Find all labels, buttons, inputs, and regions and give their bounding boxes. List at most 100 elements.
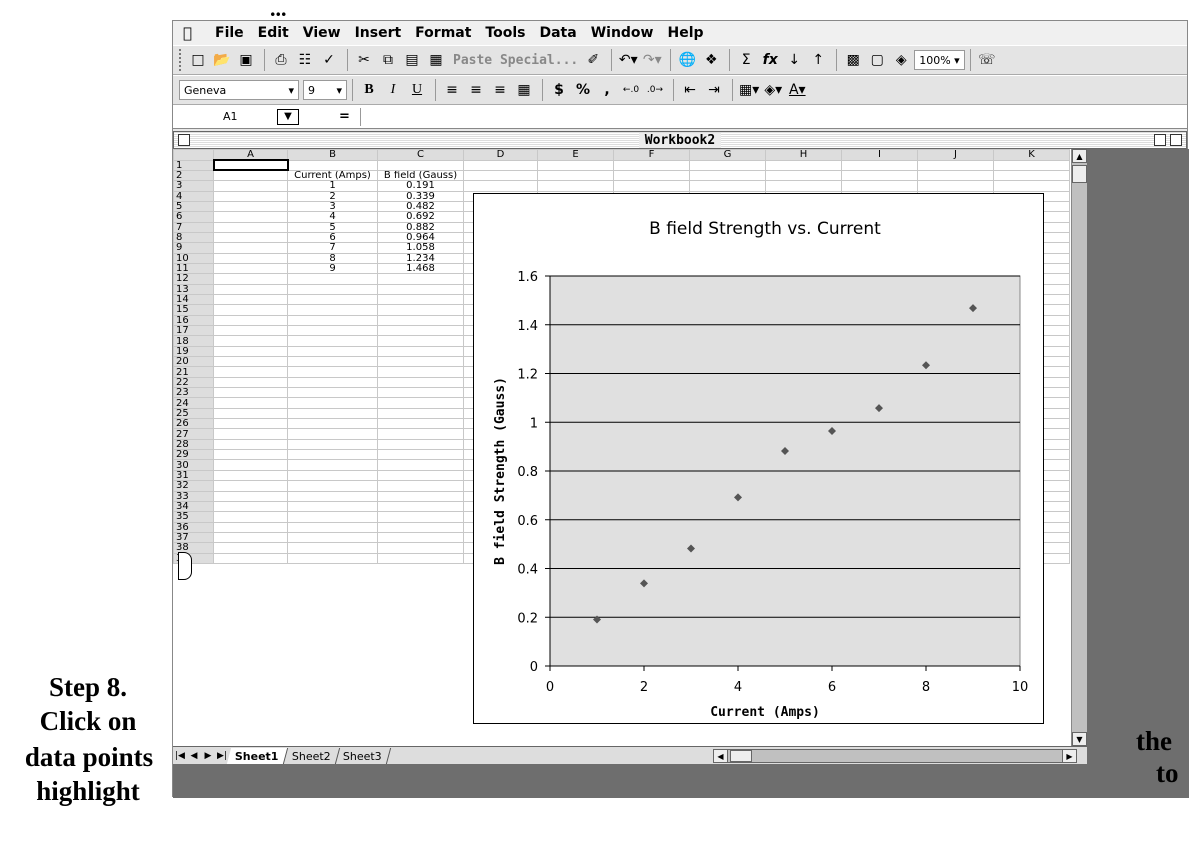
cell[interactable] <box>377 531 464 544</box>
cell[interactable] <box>377 490 464 502</box>
cell[interactable] <box>377 542 464 554</box>
cell[interactable] <box>993 159 1070 171</box>
cell[interactable]: 0.482 <box>377 200 464 213</box>
sort-descending-icon[interactable]: ↑ <box>812 52 825 68</box>
column-header[interactable]: H <box>765 149 842 161</box>
zoom-box-icon[interactable] <box>1154 134 1166 146</box>
row-header[interactable]: 17 <box>173 324 214 337</box>
vertical-scrollbar[interactable]: ▲ ▼ <box>1071 149 1087 746</box>
cell[interactable] <box>841 180 918 192</box>
cell[interactable] <box>377 428 464 440</box>
tab-sheet2[interactable]: Sheet2 <box>283 747 340 764</box>
cell[interactable] <box>377 293 464 306</box>
cell[interactable] <box>213 304 288 316</box>
office-assistant-icon[interactable]: ☏ <box>977 52 996 68</box>
font-size-select[interactable]: 9 ▾ <box>303 80 347 100</box>
cell[interactable]: 0.191 <box>377 180 464 192</box>
tab-sheet3[interactable]: Sheet3 <box>335 747 392 764</box>
row-header[interactable]: 22 <box>173 376 214 389</box>
cell[interactable] <box>287 304 378 316</box>
toolbar-grip[interactable] <box>179 49 183 71</box>
column-header[interactable]: C <box>377 149 464 161</box>
cell[interactable] <box>213 428 288 440</box>
cell[interactable] <box>917 159 994 171</box>
cell[interactable] <box>841 169 918 182</box>
row-header[interactable]: 28 <box>173 438 214 451</box>
menu-tools[interactable]: Tools <box>485 25 526 41</box>
row-header[interactable]: 18 <box>173 335 214 347</box>
cell[interactable] <box>213 490 288 502</box>
cell[interactable] <box>377 345 464 358</box>
cell[interactable] <box>917 180 994 192</box>
cell[interactable] <box>213 345 288 358</box>
cell[interactable] <box>213 211 288 223</box>
cell[interactable] <box>287 500 378 513</box>
cell[interactable] <box>213 407 288 420</box>
hyperlink-icon[interactable]: 🌐 <box>678 52 696 68</box>
scroll-down-icon[interactable]: ▼ <box>1072 732 1087 746</box>
map-icon[interactable]: ◈ <box>895 52 907 68</box>
row-header[interactable]: 3 <box>173 180 214 192</box>
cell[interactable] <box>213 242 288 254</box>
cell[interactable] <box>689 159 766 171</box>
cell[interactable] <box>377 449 464 461</box>
cell[interactable] <box>377 407 464 420</box>
last-sheet-icon[interactable]: ▶| <box>217 750 227 761</box>
resize-handle-icon[interactable] <box>178 552 192 580</box>
row-header[interactable]: 29 <box>173 449 214 461</box>
prev-sheet-icon[interactable]: ◀ <box>190 750 198 761</box>
row-header[interactable]: 14 <box>173 293 214 306</box>
cell[interactable]: 0.882 <box>377 221 464 233</box>
column-header[interactable]: B <box>287 149 378 161</box>
row-header[interactable]: 34 <box>173 500 214 513</box>
row-header[interactable]: 13 <box>173 283 214 295</box>
cell[interactable] <box>613 180 690 192</box>
cell[interactable]: 5 <box>287 221 378 233</box>
sort-ascending-icon[interactable]: ↓ <box>788 52 801 68</box>
cell[interactable] <box>287 324 378 337</box>
cell[interactable] <box>213 480 288 492</box>
cell[interactable] <box>213 356 288 368</box>
cell[interactable] <box>287 159 378 171</box>
align-left-icon[interactable]: ≡ <box>446 82 458 98</box>
cell[interactable] <box>377 376 464 389</box>
cell[interactable] <box>537 169 614 182</box>
cell[interactable] <box>213 190 288 202</box>
cell[interactable]: 7 <box>287 242 378 254</box>
name-box[interactable]: A1 <box>223 110 238 123</box>
cell[interactable] <box>287 293 378 306</box>
underline-button[interactable]: U <box>411 82 423 97</box>
cell[interactable] <box>213 366 288 378</box>
merge-center-icon[interactable]: ▦ <box>517 82 531 98</box>
cell[interactable]: 0.339 <box>377 190 464 202</box>
column-header[interactable]: E <box>537 149 614 161</box>
name-box-dropdown-icon[interactable]: ▼ <box>277 108 299 125</box>
collapse-box-icon[interactable] <box>1170 134 1182 146</box>
cell[interactable] <box>213 438 288 451</box>
workbook-titlebar[interactable]: Workbook2 <box>173 131 1187 149</box>
increase-decimal-icon[interactable]: ←.0 <box>622 85 640 95</box>
row-header[interactable]: 1 <box>173 159 214 171</box>
column-header[interactable]: K <box>993 149 1070 161</box>
row-header[interactable]: 20 <box>173 356 214 368</box>
cell[interactable] <box>213 418 288 430</box>
cell[interactable] <box>287 428 378 440</box>
cell[interactable] <box>287 407 378 420</box>
cell[interactable] <box>287 531 378 544</box>
vertical-scroll-thumb[interactable] <box>1072 165 1087 183</box>
menu-insert[interactable]: Insert <box>354 25 402 41</box>
cell[interactable]: 1 <box>287 180 378 192</box>
cell[interactable]: 2 <box>287 190 378 202</box>
cell[interactable] <box>377 500 464 513</box>
column-header[interactable]: D <box>463 149 538 161</box>
cell[interactable] <box>287 459 378 471</box>
cell[interactable] <box>213 221 288 233</box>
horizontal-scroll-thumb[interactable] <box>730 750 752 762</box>
cell[interactable] <box>213 449 288 461</box>
fill-color-icon[interactable]: ◈▾ <box>764 82 783 98</box>
menu-format[interactable]: Format <box>415 25 472 41</box>
web-toolbar-icon[interactable]: ❖ <box>704 52 718 68</box>
format-painter-icon[interactable]: ✐ <box>587 52 600 68</box>
cell[interactable]: 8 <box>287 252 378 264</box>
cell[interactable] <box>377 418 464 430</box>
